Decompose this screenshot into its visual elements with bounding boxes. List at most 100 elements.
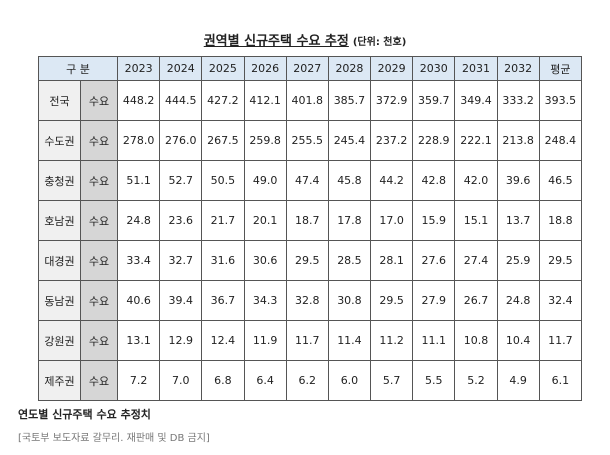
region: 제주권 [38,360,81,401]
cell: 401.8 [285,80,329,121]
cell: 24.8 [116,200,161,241]
cell: 27.4 [454,240,498,281]
cell: 18.8 [538,200,583,241]
column-header: 2028 [327,56,372,81]
cell: 278.0 [116,120,161,161]
cell: 44.2 [370,160,414,201]
cell: 248.4 [538,120,583,161]
row: 호남권 수요 24.8 23.6 21.7 20.1 18.7 17.8 17.0 15.9 15.… [38,200,583,241]
cell: 23.6 [159,200,203,241]
cell: 276.0 [159,120,203,161]
cell: 50.5 [201,160,245,201]
cell: 427.2 [201,80,245,121]
cell: 32.4 [538,280,583,321]
metric: 수요 [80,360,118,401]
cell: 444.5 [159,80,203,121]
row: 수도권 수요 278.0 276.0 267.5 259.8 255.5 245.4 237.2… [38,120,583,161]
cell: 255.5 [285,120,329,161]
title-text: 권역별 신규주택 수요 추정 [203,34,349,49]
unit: (단위: 천호) [352,37,407,48]
cell: 6.2 [285,360,329,401]
cell: 18.7 [285,200,329,241]
row: 강원권 수요 13.1 12.9 12.4 11.9 11.7 11.4 11.2 11.1 10.… [38,320,583,361]
cell: 11.9 [243,320,287,361]
cell: 213.8 [496,120,540,161]
cell: 27.9 [412,280,456,321]
cell: 45.8 [327,160,372,201]
cell: 393.5 [538,80,583,121]
cell: 6.4 [243,360,287,401]
cell: 28.5 [327,240,372,281]
cell: 30.6 [243,240,287,281]
region: 수도권 [38,120,81,161]
cell: 259.8 [243,120,287,161]
metric: 수요 [80,120,118,161]
caption: 연도별 신규주택 수요 추정치 [18,408,151,421]
column-header: 2026 [243,56,287,81]
cell: 42.8 [412,160,456,201]
cell: 222.1 [454,120,498,161]
cell: 24.8 [496,280,540,321]
cell: 13.1 [116,320,161,361]
cell: 11.2 [370,320,414,361]
cell: 33.4 [116,240,161,281]
cell: 5.5 [412,360,456,401]
cell: 448.2 [116,80,161,121]
cell: 17.8 [327,200,372,241]
cell: 32.8 [285,280,329,321]
cell: 412.1 [243,80,287,121]
metric: 수요 [80,200,118,241]
cell: 32.7 [159,240,203,281]
cell: 15.1 [454,200,498,241]
cell: 39.6 [496,160,540,201]
cell: 13.7 [496,200,540,241]
row: 전국 수요 448.2 444.5 427.2 412.1 401.8 385.7 372.9 3… [38,80,583,121]
cell: 52.7 [159,160,203,201]
cell: 349.4 [454,80,498,121]
cell: 11.7 [285,320,329,361]
cell: 46.5 [538,160,583,201]
row: 동남권 수요 40.6 39.4 36.7 34.3 32.8 30.8 29.5 27.9 26.… [38,280,583,321]
cell: 12.9 [159,320,203,361]
cell: 49.0 [243,160,287,201]
metric: 수요 [80,240,118,281]
cell: 42.0 [454,160,498,201]
cell: 36.7 [201,280,245,321]
cell: 31.6 [201,240,245,281]
cell: 333.2 [496,80,540,121]
cell: 5.7 [370,360,414,401]
cell: 4.9 [496,360,540,401]
cell: 6.0 [327,360,372,401]
cell: 29.5 [285,240,329,281]
cell: 7.0 [159,360,203,401]
column-header: 구 분 [38,56,118,81]
cell: 26.7 [454,280,498,321]
column-header: 2031 [454,56,498,81]
cell: 245.4 [327,120,372,161]
cell: 267.5 [201,120,245,161]
cell: 11.7 [538,320,583,361]
cell: 6.8 [201,360,245,401]
metric: 수요 [80,280,118,321]
column-header: 2023 [116,56,161,81]
cell: 29.5 [370,280,414,321]
region: 호남권 [38,200,81,241]
column-header: 2027 [285,56,329,81]
cell: 12.4 [201,320,245,361]
region: 충청권 [38,160,81,201]
cell: 29.5 [538,240,583,281]
cell: 25.9 [496,240,540,281]
column-header: 2030 [412,56,456,81]
cell: 10.8 [454,320,498,361]
cell: 30.8 [327,280,372,321]
cell: 372.9 [370,80,414,121]
cell: 21.7 [201,200,245,241]
cell: 10.4 [496,320,540,361]
region: 전국 [38,80,81,121]
column-header: 평균 [538,56,583,81]
row: 제주권 수요 7.2 7.0 6.8 6.4 6.2 6.0 5.7 5.5 5.2 4.9 6.1 [38,360,583,401]
region: 대경권 [38,240,81,281]
column-header: 2032 [496,56,540,81]
column-header: 2025 [201,56,245,81]
